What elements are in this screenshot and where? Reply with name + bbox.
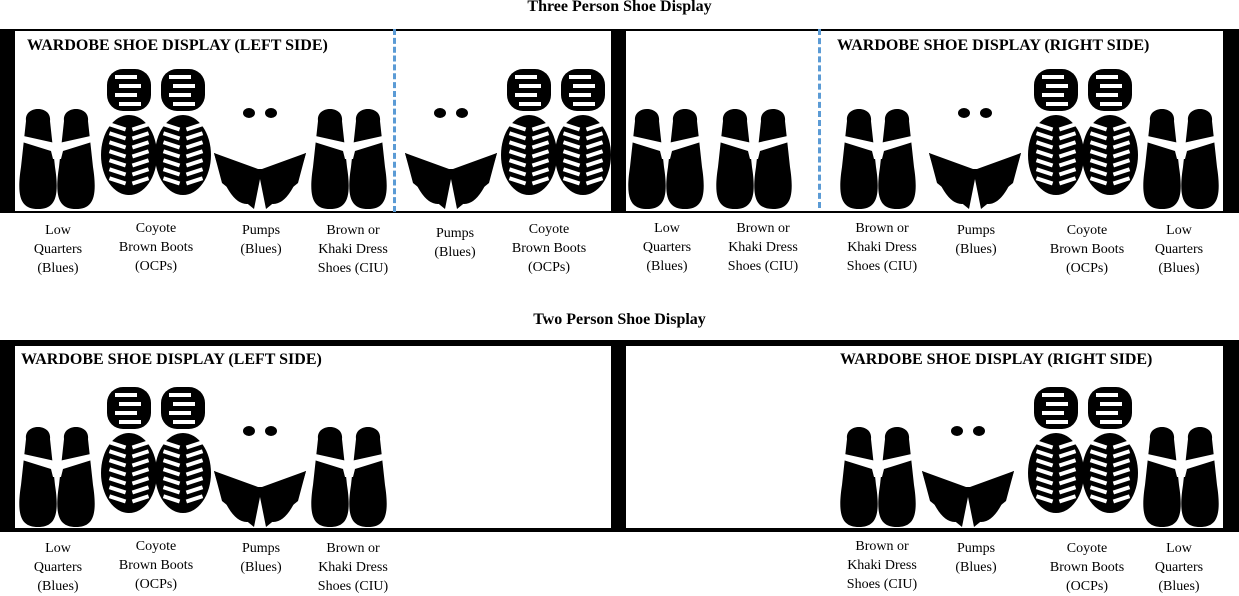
three-person-label-line: (Blues) [955,242,997,257]
two-person-label: Low Quarters (Blues) [1155,539,1203,596]
two-person-title: Two Person Shoe Display [533,311,706,328]
three-person-label-line: Low [45,223,71,238]
two-person-label-line: (OCPs) [1065,579,1109,594]
three-person-label: Pumps (Blues) [955,221,996,259]
three-person-right-divider [818,29,821,208]
two-person-label: Coyote Brown Boots (OCPs) [1050,539,1124,596]
three-person-label-line: Khaki Dress [318,242,388,257]
two-person-label-line: (Blues) [955,560,997,575]
three-person-label-line: Coyote [528,222,570,237]
two-person-label-line: Khaki Dress [847,558,917,573]
two-person-label-line: (Blues) [240,560,282,575]
three-person-label-line: Low [654,221,680,236]
three-person-label-line: Brown Boots [118,240,194,255]
two-person-label-line: Coyote [135,539,177,554]
two-person-right-panel-title: WARDOBE SHOE DISPLAY (RIGHT SIDE) [840,351,1153,368]
three-person-label-line: Pumps [956,223,996,238]
two-person-label-line: Shoes (CIU) [317,579,389,594]
three-person-label-line: Pumps [435,226,475,241]
three-person-label-line: Brown or [326,223,380,238]
three-person-left-divider [393,29,396,212]
two-person-label: Brown or Khaki Dress Shoes (CIU) [847,537,917,594]
three-person-label-line: Pumps [241,223,281,238]
two-person-label-line: Low [1166,541,1192,556]
two-person-label: Pumps (Blues) [955,539,996,577]
three-person-label-line: (Blues) [646,259,688,274]
three-person-label-line: Khaki Dress [847,240,917,255]
three-person-label-line: Quarters [1154,242,1204,257]
two-person-label-line: Pumps [956,541,996,556]
three-person-label: Low Quarters (Blues) [34,221,82,278]
three-person-label-line: Quarters [33,242,83,257]
three-person-label: Brown or Khaki Dress Shoes (CIU) [318,221,388,278]
two-person-label-line: Brown or [326,541,380,556]
two-person-label: Coyote Brown Boots (OCPs) [119,537,193,594]
two-person-label-line: Quarters [1154,560,1204,575]
two-person-label: Brown or Khaki Dress Shoes (CIU) [318,539,388,596]
three-person-label-line: Coyote [135,221,177,236]
two-person-label-line: Brown or [855,539,909,554]
three-person-label-line: Shoes (CIU) [317,261,389,276]
three-person-label: Brown or Khaki Dress Shoes (CIU) [847,219,917,276]
two-person-label-line: Quarters [33,560,83,575]
three-person-label-line: Brown or [855,221,909,236]
two-person-label-line: Khaki Dress [318,560,388,575]
three-person-label-line: Low [1166,223,1192,238]
two-person-left-panel-title: WARDOBE SHOE DISPLAY (LEFT SIDE) [21,351,322,368]
three-person-label-line: Brown or [736,221,790,236]
three-person-label-line: Quarters [642,240,692,255]
three-person-label-line: (OCPs) [134,259,178,274]
three-person-label-line: Brown Boots [1049,242,1125,257]
three-person-label-line: Khaki Dress [728,240,798,255]
two-person-label-line: Low [45,541,71,556]
two-person-label-line: Coyote [1066,541,1108,556]
two-person-label-line: Shoes (CIU) [846,577,918,592]
two-person-label-line: Brown Boots [118,558,194,573]
three-person-title: Three Person Shoe Display [527,0,712,15]
three-person-label-line: Brown Boots [511,241,587,256]
three-person-label: Brown or Khaki Dress Shoes (CIU) [728,219,798,276]
two-person-label: Low Quarters (Blues) [34,539,82,596]
two-person-label: Pumps (Blues) [240,539,281,577]
three-person-left-panel-title: WARDOBE SHOE DISPLAY (LEFT SIDE) [27,37,328,54]
three-person-label-line: (OCPs) [527,260,571,275]
two-person-label-line: (OCPs) [134,577,178,592]
three-person-label-line: Shoes (CIU) [846,259,918,274]
two-person-label-line: Brown Boots [1049,560,1125,575]
three-person-label: Coyote Brown Boots (OCPs) [119,219,193,276]
three-person-label: Pumps (Blues) [240,221,281,259]
three-person-label-line: (Blues) [37,261,79,276]
two-person-label-line: (Blues) [1158,579,1200,594]
three-person-label-line: Coyote [1066,223,1108,238]
three-person-right-panel [612,29,1239,213]
three-person-label-line: (Blues) [240,242,282,257]
three-person-label-line: (Blues) [434,245,476,260]
three-person-label: Pumps (Blues) [434,224,475,262]
two-person-label-line: (Blues) [37,579,79,594]
three-person-label: Coyote Brown Boots (OCPs) [512,220,586,277]
three-person-label-line: (OCPs) [1065,261,1109,276]
three-person-right-panel-title: WARDOBE SHOE DISPLAY (RIGHT SIDE) [837,37,1150,54]
three-person-label: Coyote Brown Boots (OCPs) [1050,221,1124,278]
three-person-label: Low Quarters (Blues) [1155,221,1203,278]
three-person-label-line: Shoes (CIU) [727,259,799,274]
three-person-label: Low Quarters (Blues) [643,219,691,276]
three-person-left-panel [0,29,613,213]
two-person-label-line: Pumps [241,541,281,556]
three-person-label-line: (Blues) [1158,261,1200,276]
